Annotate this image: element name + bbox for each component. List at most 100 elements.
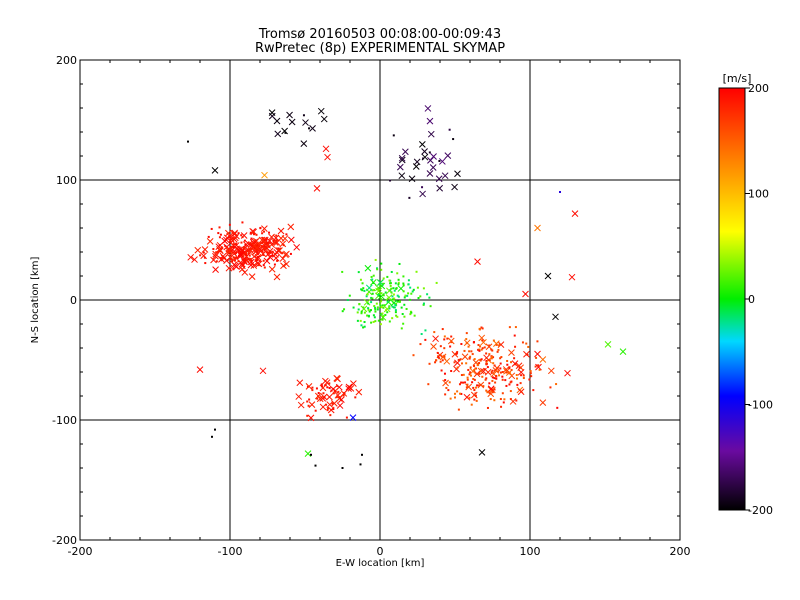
cross-marker	[263, 257, 271, 265]
dot-marker	[386, 300, 389, 303]
cross-stroke	[323, 379, 331, 387]
cross-stroke	[432, 335, 439, 343]
dot-marker	[212, 248, 215, 251]
dot-marker	[356, 319, 359, 322]
dot-marker	[516, 383, 519, 386]
dot-marker	[536, 340, 539, 343]
cross-stroke	[250, 262, 258, 269]
dot-marker	[395, 314, 398, 317]
cross-stroke	[604, 341, 612, 348]
dot-marker	[207, 235, 210, 238]
dot-marker	[416, 286, 419, 289]
dot-marker	[245, 256, 248, 259]
dot-marker	[490, 371, 493, 374]
dot-marker	[374, 308, 377, 311]
dot-marker	[407, 292, 410, 295]
dot-marker	[322, 392, 325, 395]
dot-marker	[249, 231, 252, 234]
dot-marker	[466, 383, 469, 386]
dot-marker	[359, 463, 362, 466]
dot-marker	[410, 292, 413, 295]
colorbar-tick-label: 0	[748, 293, 755, 306]
cross-marker	[255, 260, 263, 268]
cross-stroke	[225, 264, 233, 272]
dot-marker	[413, 314, 416, 317]
cross-stroke	[326, 401, 334, 408]
dot-marker	[244, 259, 247, 262]
dot-marker	[307, 404, 310, 407]
dot-marker	[367, 307, 370, 310]
dot-marker	[472, 386, 475, 389]
dot-marker	[376, 267, 379, 270]
cross-stroke	[317, 107, 325, 115]
dot-marker	[514, 326, 517, 329]
cross-stroke	[412, 163, 420, 170]
dot-marker	[381, 304, 384, 307]
dot-marker	[433, 331, 436, 334]
cross-stroke	[336, 402, 344, 409]
cross-stroke	[268, 265, 276, 273]
cross-marker	[247, 261, 255, 269]
cross-stroke	[552, 313, 559, 321]
cross-marker	[201, 246, 209, 253]
cross-stroke	[619, 348, 627, 355]
dot-marker	[513, 334, 516, 337]
dot-marker	[204, 262, 207, 265]
cross-marker	[502, 366, 510, 373]
dot-marker	[218, 244, 221, 247]
cross-marker	[522, 290, 529, 298]
cross-marker	[412, 163, 420, 170]
plot-grid	[80, 60, 680, 540]
cross-marker	[305, 383, 313, 390]
cross-marker	[288, 118, 296, 126]
dot-marker	[388, 279, 391, 282]
cross-stroke	[251, 238, 259, 246]
cross-marker	[474, 258, 481, 265]
dot-marker	[510, 380, 513, 383]
dot-marker	[232, 246, 235, 249]
dot-marker	[405, 307, 408, 310]
dot-marker	[335, 396, 338, 399]
cross-stroke	[493, 364, 501, 372]
dot-marker	[382, 294, 385, 297]
dot-marker	[240, 234, 243, 237]
cross-marker	[266, 247, 274, 255]
dot-marker	[411, 290, 414, 293]
cross-marker	[396, 163, 404, 171]
dot-marker	[267, 243, 270, 246]
dot-marker	[516, 377, 519, 380]
dot-marker	[444, 393, 447, 396]
dot-marker	[372, 281, 375, 284]
cross-stroke	[187, 253, 195, 261]
dot-marker	[478, 327, 481, 330]
dot-marker	[532, 389, 535, 392]
dot-marker	[389, 284, 392, 287]
x-tick-label: -100	[218, 545, 243, 558]
dot-marker	[380, 305, 383, 308]
dot-marker	[412, 354, 415, 357]
cross-marker	[429, 164, 437, 171]
cross-stroke	[426, 117, 434, 125]
cross-stroke	[300, 140, 308, 147]
cross-marker	[223, 257, 230, 265]
cross-stroke	[523, 350, 530, 358]
cross-marker	[454, 170, 461, 178]
cross-marker	[300, 140, 308, 147]
dot-marker	[424, 338, 427, 341]
cross-stroke	[402, 148, 409, 156]
cross-stroke	[503, 367, 510, 375]
cross-stroke	[297, 401, 305, 409]
dot-marker	[443, 372, 446, 375]
dot-marker	[361, 282, 364, 285]
cross-stroke	[232, 262, 239, 270]
cross-stroke	[233, 245, 241, 253]
cross-stroke	[374, 284, 382, 292]
cross-stroke	[485, 343, 493, 351]
dot-marker	[210, 227, 213, 230]
dot-marker	[519, 382, 522, 385]
cross-stroke	[398, 154, 406, 162]
cross-marker	[293, 243, 301, 251]
dot-marker	[235, 243, 238, 246]
cross-marker	[478, 449, 486, 456]
dot-marker	[460, 381, 463, 384]
